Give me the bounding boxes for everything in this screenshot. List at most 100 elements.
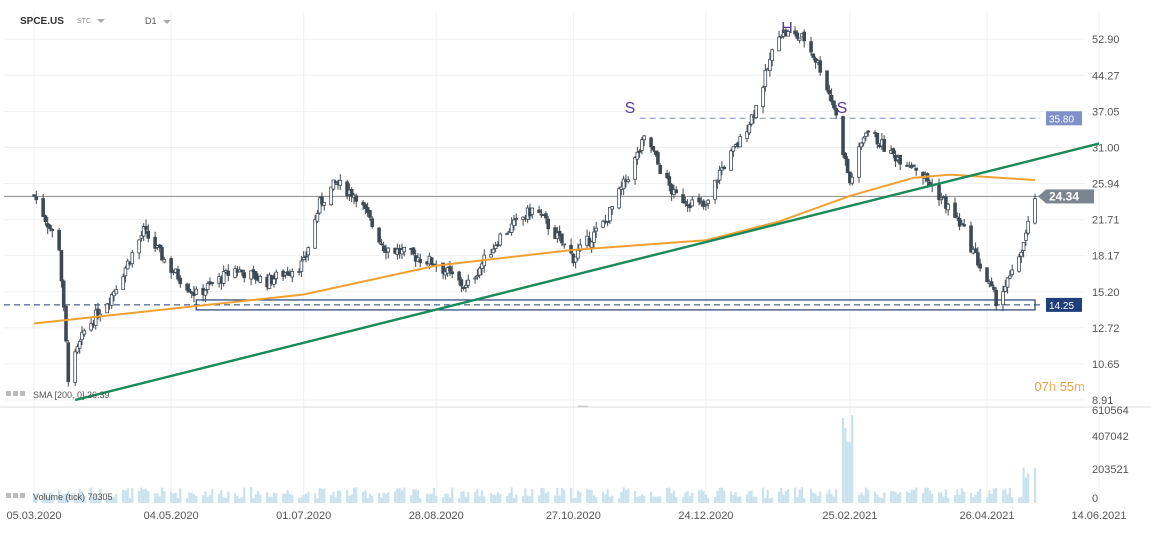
volume-bar [396, 488, 399, 503]
candle-body [43, 215, 48, 223]
candle-body [891, 148, 896, 155]
volume-bar [348, 495, 351, 503]
candle-body [34, 196, 39, 201]
volume-bar [387, 492, 390, 503]
x-tick-label: 25.02.2021 [822, 510, 877, 522]
volume-bar [291, 494, 294, 503]
volume-bar [74, 493, 77, 503]
candle-body [601, 220, 605, 228]
candle-body [64, 305, 68, 342]
volume-bar [576, 490, 580, 503]
volume-bar [702, 491, 705, 503]
indicator-settings-icon[interactable] [20, 493, 25, 498]
candle-body [544, 213, 548, 219]
candle-body [939, 197, 944, 201]
candle-body [146, 230, 151, 239]
indicator-settings-icon[interactable] [13, 391, 18, 396]
candle-body [137, 239, 141, 254]
candle-body [1005, 277, 1010, 288]
indicator-settings-icon[interactable] [13, 493, 18, 498]
candle-body [1008, 275, 1012, 279]
y-tick-label: 15.20 [1092, 287, 1120, 299]
instrument-type-label: STC [77, 18, 91, 25]
candle-body [953, 202, 957, 218]
volume-bar [208, 494, 212, 503]
volume-bar [611, 495, 614, 503]
volume-bar [254, 494, 257, 503]
candle-body [290, 271, 295, 278]
volume-bar [617, 498, 621, 503]
volume-bar [224, 497, 228, 503]
volume-bar [51, 493, 54, 503]
y-tick-label: 21.71 [1092, 215, 1120, 227]
candle-body [363, 204, 368, 209]
volume-bar [211, 489, 214, 503]
candle-body [909, 166, 914, 169]
candle-body [139, 235, 144, 239]
current-price-tag-label: 24.34 [1049, 189, 1079, 203]
volume-bar [78, 488, 81, 503]
candle-body [368, 210, 372, 218]
volume-bar [494, 495, 497, 503]
candle-body [960, 223, 964, 225]
candle-body [345, 181, 349, 197]
candle-body [1024, 232, 1028, 241]
volume-bar [1033, 468, 1037, 503]
indicator-settings-icon[interactable] [6, 391, 11, 396]
candle-body [80, 331, 84, 341]
volume-bar [931, 493, 934, 503]
candle-body [688, 204, 692, 209]
candle-body [251, 269, 256, 273]
volume-indicator-label[interactable]: Volume (tick) 70305 [6, 492, 113, 502]
volume-bar [122, 489, 125, 503]
volume-bar [483, 496, 486, 503]
volume-bar [112, 496, 116, 503]
volume-bar [606, 489, 609, 503]
volume-bar [976, 491, 979, 503]
volume-bar [419, 498, 422, 503]
volume-bar [787, 489, 790, 503]
volume-bar [547, 491, 550, 503]
sma-200-line[interactable] [33, 173, 1036, 325]
candle-body [976, 252, 980, 266]
candle-body [57, 229, 61, 251]
volume-bar [844, 427, 847, 503]
candle-body [907, 164, 912, 167]
volume-bar [860, 492, 863, 503]
volume-bar [275, 493, 278, 503]
volume-bar [624, 489, 628, 503]
candle-body [797, 37, 802, 41]
ascending-trendline[interactable] [74, 142, 1100, 402]
volume-bar [206, 496, 209, 503]
candle-body [125, 260, 130, 270]
candle-body [377, 227, 381, 243]
symbol-selector[interactable]: SPCE.US [20, 16, 64, 27]
instrument-type-selector[interactable]: STC [77, 18, 105, 25]
candle-body [738, 136, 742, 148]
indicator-settings-icon[interactable] [20, 391, 25, 396]
candle-body [450, 271, 455, 275]
volume-bar [330, 495, 333, 503]
indicator-settings-icon[interactable] [6, 493, 11, 498]
volume-bar [841, 418, 845, 503]
candle-body [315, 213, 320, 222]
candle-body [626, 179, 631, 182]
volume-bar [314, 493, 317, 503]
candle-body [144, 225, 148, 230]
candle-body [656, 152, 660, 165]
timeframe-selector[interactable]: D1 [145, 16, 171, 26]
candle-body [962, 224, 966, 227]
pane-resize-handle[interactable] [578, 405, 588, 408]
candle-body [114, 289, 119, 295]
volume-bar [556, 487, 559, 503]
candle-body [331, 179, 336, 190]
sma-indicator-label[interactable]: SMA [200, 0] 26.39 [6, 390, 110, 400]
candle-body [379, 243, 384, 246]
volume-bar [96, 498, 100, 503]
volume-bar [174, 492, 177, 503]
volume-bar [670, 493, 673, 503]
candle-body [610, 206, 615, 210]
volume-bar [339, 490, 342, 503]
